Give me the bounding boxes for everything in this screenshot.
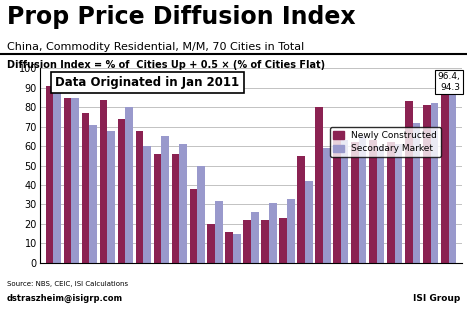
Bar: [143, 146, 151, 263]
Bar: [207, 224, 215, 263]
Bar: [305, 181, 312, 263]
Bar: [387, 142, 395, 263]
Bar: [118, 119, 125, 263]
Bar: [89, 125, 97, 263]
Text: 96.4,
94.3: 96.4, 94.3: [438, 72, 460, 92]
Bar: [323, 148, 331, 263]
Legend: Newly Constructed, Secondary Market: Newly Constructed, Secondary Market: [330, 128, 441, 157]
Bar: [377, 146, 384, 263]
Bar: [269, 202, 276, 263]
Bar: [226, 232, 233, 263]
Text: Source: NBS, CEIC, ISI Calculations: Source: NBS, CEIC, ISI Calculations: [7, 281, 128, 287]
Bar: [171, 154, 179, 263]
Bar: [315, 107, 323, 263]
Bar: [233, 234, 241, 263]
Text: Data Originated in Jan 2011: Data Originated in Jan 2011: [56, 76, 240, 89]
Bar: [53, 86, 61, 263]
Bar: [197, 165, 205, 263]
Bar: [215, 201, 223, 263]
Bar: [333, 140, 341, 263]
Bar: [251, 212, 259, 263]
Bar: [297, 156, 305, 263]
Bar: [279, 218, 287, 263]
Bar: [441, 76, 449, 263]
Bar: [359, 137, 367, 263]
Bar: [154, 154, 161, 263]
Text: Diffusion Index = % of  Cities Up + 0.5 × (% of Cities Flat): Diffusion Index = % of Cities Up + 0.5 ×…: [7, 60, 325, 70]
Text: ISI Group: ISI Group: [413, 294, 460, 303]
Bar: [161, 137, 169, 263]
Bar: [413, 123, 420, 263]
Bar: [423, 105, 431, 263]
Bar: [405, 101, 413, 263]
Bar: [351, 142, 359, 263]
Bar: [243, 220, 251, 263]
Bar: [262, 220, 269, 263]
Text: China, Commodity Residential, M/M, 70 Cities in Total: China, Commodity Residential, M/M, 70 Ci…: [7, 42, 304, 52]
Bar: [369, 140, 377, 263]
Text: Prop Price Diffusion Index: Prop Price Diffusion Index: [7, 5, 356, 29]
Bar: [341, 140, 348, 263]
Bar: [64, 98, 71, 263]
Bar: [135, 131, 143, 263]
Bar: [125, 107, 133, 263]
Bar: [287, 199, 295, 263]
Bar: [395, 144, 403, 263]
Bar: [190, 189, 197, 263]
Bar: [179, 144, 187, 263]
Bar: [431, 103, 439, 263]
Text: dstraszheim@isigrp.com: dstraszheim@isigrp.com: [7, 294, 123, 303]
Bar: [99, 100, 107, 263]
Bar: [449, 80, 456, 263]
Bar: [107, 131, 115, 263]
Bar: [82, 113, 89, 263]
Bar: [46, 86, 53, 263]
Bar: [71, 98, 79, 263]
